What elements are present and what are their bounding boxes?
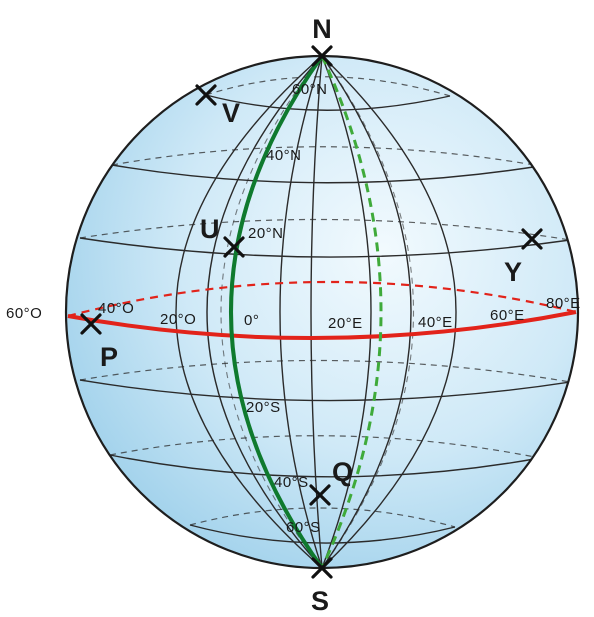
- point-v-label: V: [222, 98, 240, 128]
- latitude-label-20s: 20°S: [246, 399, 281, 416]
- point-p-label: P: [100, 342, 118, 372]
- equator-line: [67, 310, 577, 341]
- meridian-20e-line: [320, 56, 383, 568]
- longitude-label-60w: 60°O: [6, 305, 42, 322]
- point-v-marker: [195, 84, 217, 106]
- latitude-front-lines: [79, 94, 571, 544]
- point-u-marker: [223, 236, 245, 258]
- latitude-back-lines: [79, 76, 571, 528]
- latitude-label-40s: 40°S: [274, 474, 309, 491]
- latitude-label-60s: 60°S: [286, 519, 321, 536]
- longitude-label-80e: 80°E: [546, 295, 581, 312]
- longitude-label-0: 0°: [244, 312, 259, 329]
- point-q-marker: [309, 484, 331, 506]
- point-u-label: U: [200, 214, 220, 244]
- point-y-label: Y: [504, 257, 522, 287]
- longitude-label-40w: 40°O: [98, 300, 134, 317]
- meridian-0-line: [229, 56, 324, 568]
- longitude-label-60e: 60°E: [490, 307, 525, 324]
- longitude-label-20e: 20°E: [328, 315, 363, 332]
- latitude-label-60n: 60°N: [292, 81, 328, 98]
- pole-south-marker: [311, 557, 333, 579]
- globe-sphere: [66, 56, 578, 568]
- meridian-front-lines: [175, 56, 457, 568]
- pole-south-label: S: [311, 586, 329, 616]
- longitude-label-40e: 40°E: [418, 314, 453, 331]
- longitude-label-20w: 20°O: [160, 311, 196, 328]
- pole-north-marker: [311, 45, 333, 67]
- point-y-marker: [521, 228, 543, 250]
- latitude-label-40n: 40°N: [266, 147, 302, 164]
- point-p-marker: [80, 313, 102, 335]
- meridian-back-lines: [220, 56, 414, 568]
- equator-back-line: [67, 280, 577, 318]
- pole-north-label: N: [312, 14, 332, 44]
- latitude-label-20n: 20°N: [248, 225, 284, 242]
- point-q-label: Q: [332, 457, 353, 487]
